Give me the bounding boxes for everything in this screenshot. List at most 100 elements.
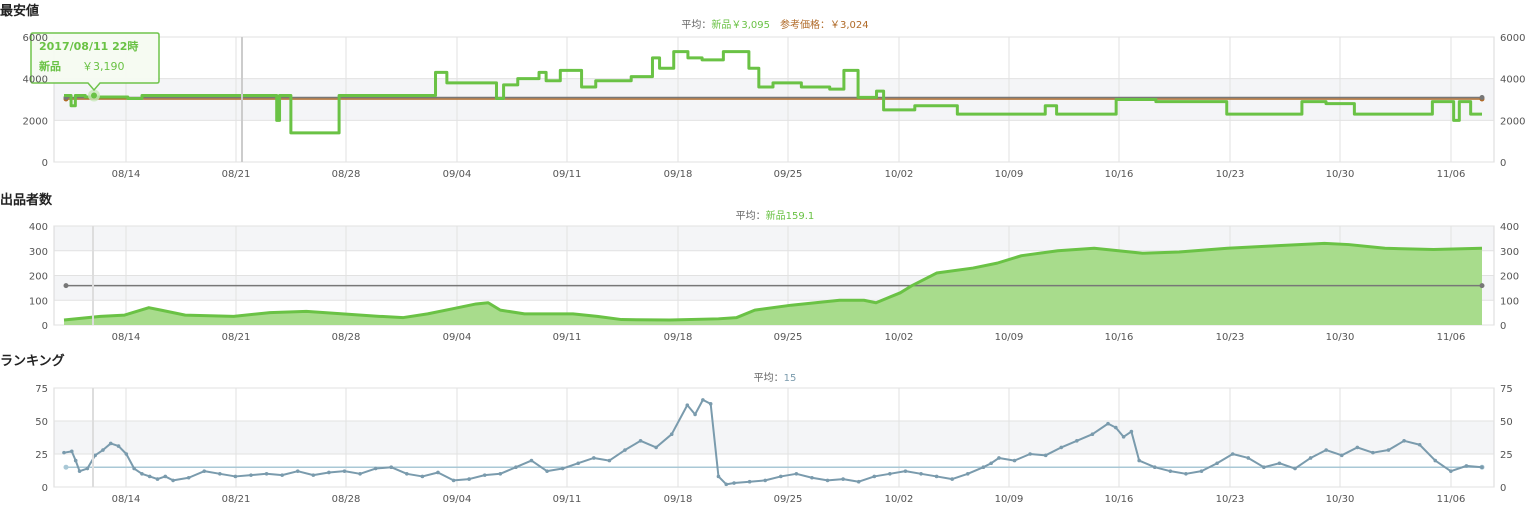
ranking-avg-marker: [63, 464, 69, 470]
ranking-band: [54, 421, 1494, 454]
ranking-point: [981, 465, 986, 470]
sellers-y-tick-left: 400: [29, 222, 48, 233]
ranking-point: [1114, 425, 1118, 430]
ranking-point: [545, 469, 549, 473]
ranking-point: [1028, 452, 1032, 456]
ranking-point: [1371, 450, 1375, 455]
ranking-point: [1277, 461, 1282, 466]
ranking-point: [389, 465, 394, 470]
sellers-x-tick: 10/09: [995, 332, 1024, 343]
ranking-point: [342, 469, 347, 473]
ranking-x-tick: 09/18: [664, 494, 693, 505]
ranking-point: [1355, 445, 1360, 450]
sellers-x-tick: 08/28: [332, 332, 361, 343]
ranking-point: [724, 482, 729, 487]
avg-value: 新品159.1: [766, 209, 815, 222]
price-x-tick: 09/11: [553, 169, 582, 180]
ranking-point: [654, 445, 658, 450]
price-x-tick: 08/28: [332, 169, 361, 180]
ranking-point: [1075, 439, 1079, 443]
sellers-avg-label: 平均：新品159.1: [736, 209, 815, 222]
ranking-point: [701, 398, 705, 402]
ranking-point: [888, 472, 892, 476]
sellers-y-tick-right: 300: [1500, 247, 1519, 258]
ranking-point: [560, 466, 565, 471]
ranking-point: [233, 474, 238, 479]
ranking-y-tick-right: 75: [1500, 384, 1513, 395]
avg-ref-value: 参考価格：￥3,024: [780, 18, 869, 31]
ranking-point: [576, 461, 581, 466]
ranking-point: [186, 475, 191, 480]
price-y-tick-left: 4000: [23, 75, 48, 86]
ranking-point: [708, 402, 713, 406]
ranking-point: [132, 466, 136, 471]
sellers-x-tick: 09/18: [664, 332, 693, 343]
price-section-title: 最安値: [0, 4, 40, 19]
price-x-tick: 10/16: [1105, 169, 1134, 180]
tooltip-value: ￥3,190: [82, 60, 125, 73]
ranking-point: [73, 458, 78, 463]
sellers-x-tick: 11/06: [1437, 332, 1466, 343]
ranking-chart: [53, 387, 1495, 488]
price-x-tick: 09/25: [774, 169, 803, 180]
sellers-y-tick-right: 100: [1500, 296, 1519, 307]
ranking-point: [685, 403, 690, 407]
ranking-x-tick: 09/04: [443, 494, 472, 505]
sellers-y-tick-right: 200: [1500, 272, 1519, 283]
ranking-point: [794, 472, 799, 476]
ranking-point: [171, 478, 175, 483]
ranking-point: [1090, 432, 1095, 437]
ranking-point: [607, 458, 612, 463]
ranking-point: [1433, 458, 1438, 463]
ranking-y-tick-right: 0: [1500, 483, 1506, 494]
ranking-y-tick-left: 75: [35, 384, 48, 395]
ranking-point: [101, 448, 105, 452]
ranking-point: [856, 479, 861, 484]
sellers-series-line: [63, 241, 1483, 322]
sellers-x-tick: 09/04: [443, 332, 472, 343]
sellers-x-tick: 08/21: [222, 332, 251, 343]
ranking-point: [1417, 442, 1422, 447]
ranking-point: [467, 477, 471, 481]
ranking-point: [116, 444, 121, 448]
price-x-tick: 10/09: [995, 169, 1024, 180]
ranking-point: [841, 477, 845, 481]
ranking-point: [1152, 465, 1157, 470]
ranking-x-tick: 10/30: [1326, 494, 1355, 505]
ranking-point: [140, 472, 144, 476]
ranking-point: [732, 481, 736, 485]
price-x-tick: 11/06: [1437, 169, 1466, 180]
ranking-point: [1121, 435, 1126, 439]
tooltip-box: [30, 32, 160, 92]
ranking-x-tick: 08/14: [112, 494, 141, 505]
ranking-point: [514, 465, 518, 470]
ranking-point: [62, 450, 66, 455]
price-y-tick-right: 4000: [1500, 75, 1525, 86]
ranking-point: [280, 473, 284, 477]
sellers-avg-marker: [1479, 283, 1485, 289]
price-y-tick-right: 0: [1500, 158, 1506, 169]
ranking-x-tick: 10/16: [1105, 494, 1134, 505]
ranking-point: [810, 475, 814, 480]
avg-prefix: 平均：: [681, 19, 711, 31]
ranking-point: [693, 412, 697, 417]
ranking-x-tick: 10/23: [1216, 494, 1245, 505]
ranking-point: [405, 472, 409, 476]
ranking-point: [989, 461, 993, 466]
sellers-y-tick-right: 400: [1500, 222, 1519, 233]
ranking-point: [592, 456, 596, 460]
ranking-point: [1012, 458, 1017, 463]
ranking-point: [85, 466, 90, 471]
ranking-point: [108, 441, 113, 446]
ranking-x-tick: 09/11: [553, 494, 582, 505]
avg-new-value: 新品￥3,095: [711, 18, 780, 31]
ranking-point: [1215, 461, 1219, 466]
ranking-point: [825, 478, 830, 483]
ranking-point: [1168, 469, 1173, 473]
price-x-tick: 08/14: [112, 169, 141, 180]
sellers-x-tick: 10/16: [1105, 332, 1134, 343]
ranking-point: [1246, 456, 1251, 460]
ranking-point: [498, 472, 503, 476]
